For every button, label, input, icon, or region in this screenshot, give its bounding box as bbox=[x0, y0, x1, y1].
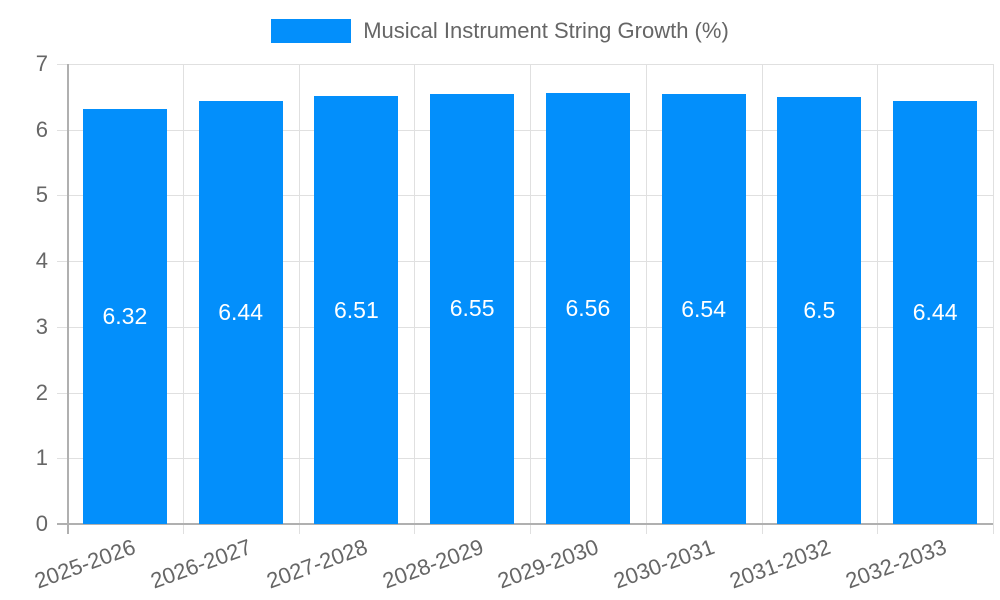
bar-value-label: 6.44 bbox=[912, 298, 958, 325]
y-tick-label: 1 bbox=[35, 445, 48, 471]
x-tick-label: 2030-2031 bbox=[610, 534, 718, 594]
bar-value-label: 6.32 bbox=[102, 302, 148, 329]
bar[interactable]: 6.55 bbox=[430, 93, 515, 524]
x-axis bbox=[57, 523, 993, 525]
legend-label[interactable]: Musical Instrument String Growth (%) bbox=[363, 18, 729, 43]
bar-value-label: 6.55 bbox=[449, 295, 495, 322]
bar-value-label: 6.56 bbox=[565, 294, 611, 321]
x-tick-label: 2026-2027 bbox=[147, 534, 255, 594]
gridline-horizontal bbox=[57, 392, 993, 394]
x-tick-label: 2025-2026 bbox=[31, 534, 140, 594]
bar[interactable]: 6.54 bbox=[661, 94, 746, 524]
bar[interactable]: 6.44 bbox=[893, 100, 978, 524]
gridline-horizontal bbox=[57, 261, 993, 263]
gridline-horizontal bbox=[57, 326, 993, 328]
gridline-vertical bbox=[182, 64, 184, 534]
legend-swatch[interactable] bbox=[271, 19, 352, 43]
x-tick-label: 2031-2032 bbox=[726, 534, 834, 594]
gridline-horizontal bbox=[57, 64, 993, 65]
gridline-vertical bbox=[298, 64, 300, 534]
y-tick-label: 6 bbox=[35, 116, 48, 142]
bar[interactable]: 6.5 bbox=[777, 96, 862, 524]
y-tick-label: 4 bbox=[35, 248, 48, 274]
x-tick-label: 2029-2030 bbox=[494, 534, 603, 594]
y-tick-label: 7 bbox=[35, 51, 48, 76]
y-tick-label: 2 bbox=[35, 379, 48, 405]
bar[interactable]: 6.51 bbox=[314, 96, 399, 524]
gridline-horizontal bbox=[57, 129, 993, 131]
gridline-vertical bbox=[877, 64, 879, 534]
legend: Musical Instrument String Growth (%) bbox=[0, 18, 1000, 44]
bar-value-label: 6.44 bbox=[218, 298, 263, 325]
bar-value-label: 6.54 bbox=[681, 295, 726, 322]
bar[interactable]: 6.32 bbox=[82, 108, 167, 524]
plot-area: 0 1 2 3 4 5 6 7 6.32 2025-2026 6.44 2026-2027 6.51 20… bbox=[32, 51, 994, 593]
bar-value-label: 6.51 bbox=[333, 296, 379, 323]
gridline-horizontal bbox=[57, 195, 993, 197]
gridline-vertical bbox=[993, 64, 994, 534]
gridline-vertical bbox=[645, 64, 647, 534]
gridline-vertical bbox=[414, 64, 416, 534]
bar-value-label: 6.5 bbox=[803, 296, 836, 323]
bar[interactable]: 6.44 bbox=[198, 100, 283, 524]
gridline-vertical bbox=[761, 64, 763, 534]
gridline-horizontal bbox=[57, 458, 993, 460]
x-tick-label: 2028-2029 bbox=[379, 534, 487, 594]
y-tick-label: 5 bbox=[35, 182, 48, 208]
y-tick-label: 0 bbox=[35, 511, 48, 536]
bar[interactable]: 6.56 bbox=[545, 92, 630, 524]
x-tick-label: 2032-2033 bbox=[842, 534, 950, 594]
y-axis bbox=[67, 64, 69, 534]
x-tick-label: 2027-2028 bbox=[263, 534, 371, 594]
gridline-vertical bbox=[530, 64, 531, 534]
y-tick-label: 3 bbox=[35, 313, 48, 339]
